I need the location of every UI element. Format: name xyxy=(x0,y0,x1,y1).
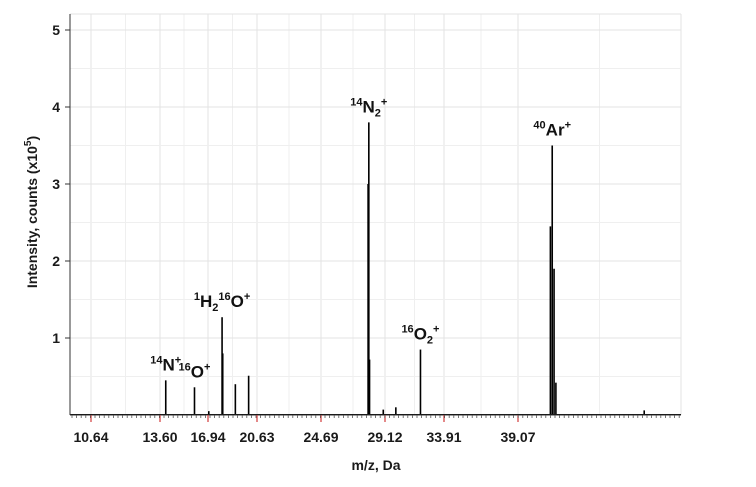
peak-label: 14N+ xyxy=(150,354,181,374)
peak-label: 1H216O+ xyxy=(194,291,250,314)
peak-label-part: + xyxy=(565,120,571,132)
peak-label-part: + xyxy=(175,354,181,366)
y-tick-label: 3 xyxy=(52,176,60,192)
peak-label-part: 2 xyxy=(212,302,218,314)
peak-label-part: + xyxy=(433,324,439,336)
peak-label-part: 2 xyxy=(427,335,433,347)
x-tick-label: 39.07 xyxy=(500,429,535,445)
peak-label-part: O xyxy=(231,292,244,311)
peak-annotations: 14N+16O+1H216O+14N2+16O2+40Ar+ xyxy=(150,96,571,381)
grid xyxy=(70,13,682,415)
peak-label: 14N2+ xyxy=(350,96,387,119)
x-tick-label: 16.94 xyxy=(190,429,225,445)
peak-label-part: 16 xyxy=(401,324,413,336)
peak-label-part: O xyxy=(414,325,427,344)
peak-label-part: + xyxy=(381,96,387,108)
peak-label-part: 16 xyxy=(218,291,230,303)
x-tick-label: 13.60 xyxy=(142,429,177,445)
peak-label-part: 14 xyxy=(150,354,163,366)
y-axis-title-sup: 5 xyxy=(23,140,34,146)
y-axis-title-end: ) xyxy=(24,136,40,141)
peak-label-part: O xyxy=(191,362,204,381)
peak-label: 16O+ xyxy=(179,361,211,381)
x-tick-label: 10.64 xyxy=(73,429,108,445)
x-axis-title: m/z, Da xyxy=(351,457,400,473)
x-tick-label: 20.63 xyxy=(239,429,274,445)
peak-label-part: Ar xyxy=(546,121,565,140)
tick-labels: 10.64 13.60 16.94 20.63 24.69 29.12 33.91 39.07… xyxy=(52,22,536,445)
y-axis-title-text: Intensity, counts (x10 xyxy=(24,146,40,288)
peak-label-part: 14 xyxy=(350,96,363,108)
peak-label-part: N xyxy=(163,355,175,374)
peak-label-part: 40 xyxy=(533,120,545,132)
peak-label-part: + xyxy=(244,291,250,303)
peak-label-part: 2 xyxy=(375,107,381,119)
peak-label-part: + xyxy=(204,361,210,373)
y-tick-label: 5 xyxy=(52,22,60,38)
peak-label: 16O2+ xyxy=(401,324,439,347)
y-axis-title: Intensity, counts (x105) xyxy=(23,136,40,288)
peak-label: 40Ar+ xyxy=(533,120,571,140)
x-tick-label: 33.91 xyxy=(426,429,461,445)
axes xyxy=(65,14,681,422)
peak-label-part: N xyxy=(363,97,375,116)
y-tick-label: 2 xyxy=(52,253,60,269)
y-tick-label: 1 xyxy=(52,330,60,346)
peak-label-part: 16 xyxy=(179,361,191,373)
y-tick-label: 4 xyxy=(52,99,60,115)
x-tick-label: 29.12 xyxy=(367,429,402,445)
peak-label-part: 1 xyxy=(194,291,200,303)
peak-label-part: H xyxy=(200,292,212,311)
x-tick-label: 24.69 xyxy=(303,429,338,445)
